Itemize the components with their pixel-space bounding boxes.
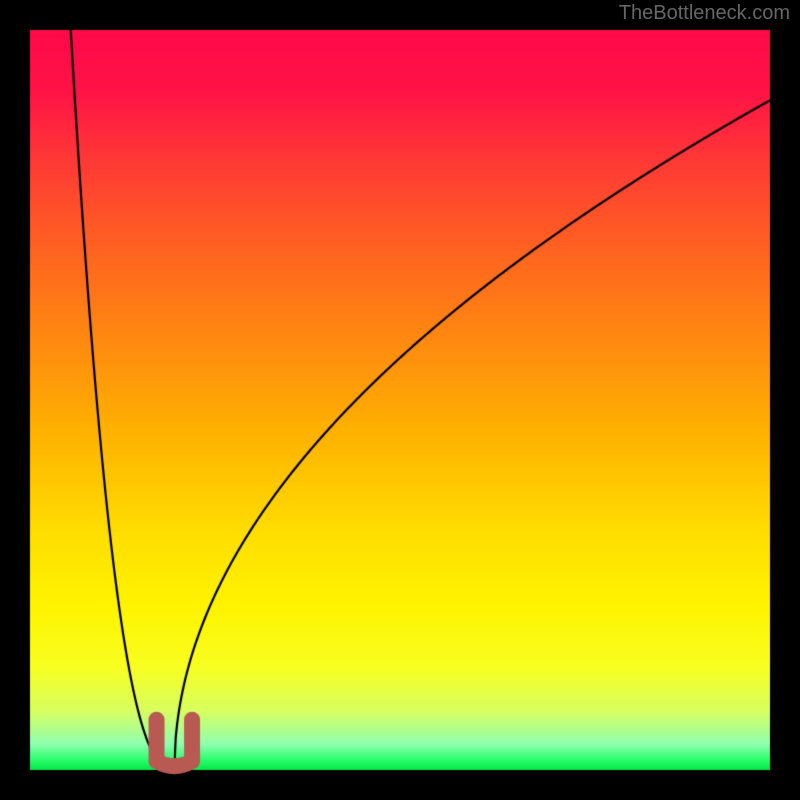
chart-container: TheBottleneck.com — [0, 0, 800, 800]
watermark-label: TheBottleneck.com — [619, 2, 790, 25]
bottleneck-chart-canvas — [0, 0, 800, 800]
